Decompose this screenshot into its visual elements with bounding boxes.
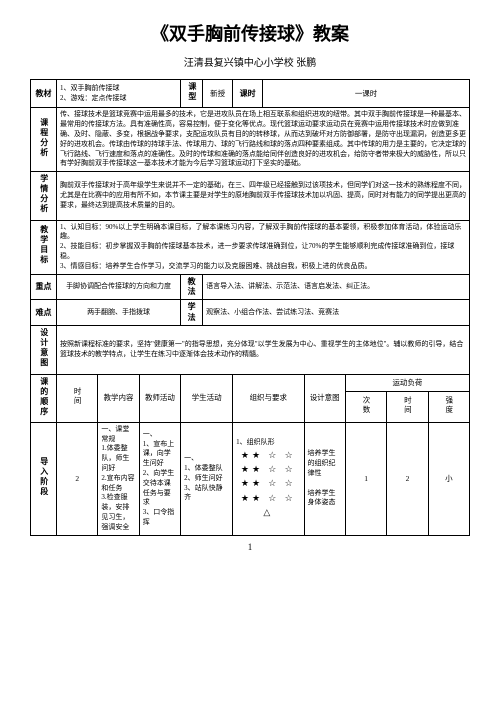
difficulty-row: 难点 两手翻腕、手指拨球 学法 观察法、小组合作法、尝试练习法、竞赛法 [31, 300, 470, 326]
method-content: 语言导入法、讲解法、示范法、语言启发法、纠正法。 [203, 274, 470, 300]
material-label: 教材 [31, 80, 57, 108]
focus-row: 重点 手脚协调配合传接球的方向和力度 教法 语言导入法、讲解法、示范法、语言启发… [31, 274, 470, 300]
design-content: 按照新课程标准的要求，坚持"健康第一"的指导思想，充分体现"以学生发展为中心、重… [57, 326, 470, 374]
page-title: 《双手胸前传接球》教案 [30, 20, 470, 46]
header-count: 次数 [345, 391, 386, 422]
header-time: 时间 [57, 374, 98, 422]
header-load: 运动负荷 [345, 374, 469, 391]
difficulty-label: 难点 [31, 300, 57, 326]
study-method-label: 学法 [181, 300, 203, 326]
header-content: 教学内容 [98, 374, 139, 422]
phase-header-row: 课的顺序 时间 教学内容 教师活动 学生活动 组织与要求 设计意图 运动负荷 [31, 374, 470, 391]
header-intensity: 强度 [428, 391, 469, 422]
phase1-intensity: 小 [428, 422, 469, 535]
analysis2-content: 胸前双手传接球对于高年级学生来说并不一定的基础，在三、四年级已经接触到过该项技术… [57, 172, 470, 220]
phase1-intention: 培养学生的组织纪律性 培养学生身体姿态 [304, 422, 345, 535]
phase1-org: 1、组织队形 ★★ ☆ ☆ ★★ ☆ ☆ ★★ ☆ ☆ ★★ ☆ ☆ △ [233, 422, 304, 535]
focus-label: 重点 [31, 274, 57, 300]
material-row: 教材 1、双手胸前传接球 2、游戏：定点传接球 课型 新授 课时 一课时 [31, 80, 470, 108]
period-label: 课时 [233, 80, 263, 108]
header-student: 学生活动 [181, 374, 233, 422]
header-org: 组织与要求 [233, 374, 304, 422]
phase1-name: 导入阶段 [31, 422, 57, 535]
header-seq: 课的顺序 [31, 374, 57, 422]
goals-content: 1、认知目标：90%以上学生明确本课目标，了解本课练习内容，了解双手胸前传接球的… [57, 220, 470, 274]
header-duration: 时间 [387, 391, 428, 422]
phase1-teacher: 一、 1、宣布上课，向学生问好 2、向学生交待本课任务与要求 3、口令指挥 [139, 422, 180, 535]
stars-diagram: ★★ ☆ ☆ ★★ ☆ ☆ ★★ ☆ ☆ ★★ ☆ ☆ △ [236, 448, 300, 520]
type-value: 新授 [203, 80, 233, 108]
type-label: 课型 [181, 80, 203, 108]
design-label: 设计意图 [31, 326, 57, 374]
focus-content: 手脚协调配合传接球的方向和力度 [57, 274, 181, 300]
period-value: 一课时 [263, 80, 470, 108]
analysis2-row: 学情分析 胸前双手传接球对于高年级学生来说并不一定的基础，在三、四年级已经接触到… [31, 172, 470, 220]
header-intention: 设计意图 [304, 374, 345, 422]
phase1-time: 2 [57, 422, 98, 535]
goals-label: 教学目标 [31, 220, 57, 274]
phase1-row: 导入阶段 2 一、课堂常规 1.体委整队，师生问好 2.宣布内容和任务 3.检查… [31, 422, 470, 535]
phase1-count: 1 [345, 422, 386, 535]
analysis1-label: 课程分析 [31, 108, 57, 172]
phase1-content: 一、课堂常规 1.体委整队，师生问好 2.宣布内容和任务 3.检查服装，安排见习… [98, 422, 139, 535]
material-content: 1、双手胸前传接球 2、游戏：定点传接球 [57, 80, 181, 108]
analysis2-label: 学情分析 [31, 172, 57, 220]
design-row: 设计意图 按照新课程标准的要求，坚持"健康第一"的指导思想，充分体现"以学生发展… [31, 326, 470, 374]
goals-row: 教学目标 1、认知目标：90%以上学生明确本课目标，了解本课练习内容，了解双手胸… [31, 220, 470, 274]
difficulty-content: 两手翻腕、手指拨球 [57, 300, 181, 326]
study-method-content: 观察法、小组合作法、尝试练习法、竞赛法 [203, 300, 470, 326]
method-label: 教法 [181, 274, 203, 300]
phase1-student: 一、 1、体委整队 2、师生问好 3、站队快静齐 [181, 422, 233, 535]
analysis1-row: 课程分析 传、接球技术是篮球竞赛中运用最多的技术，它是进攻队员在场上相互联系和组… [31, 108, 470, 172]
phase1-duration: 2 [387, 422, 428, 535]
analysis1-content: 传、接球技术是篮球竞赛中运用最多的技术，它是进攻队员在场上相互联系和组织进攻的纽… [57, 108, 470, 172]
org-text: 1、组织队形 [236, 438, 300, 448]
header-teacher: 教师活动 [139, 374, 180, 422]
page-number: 1 [30, 542, 470, 552]
page-subtitle: 汪清县复兴镇中心小学校 张鹏 [30, 54, 470, 69]
lesson-table: 教材 1、双手胸前传接球 2、游戏：定点传接球 课型 新授 课时 一课时 课程分… [30, 79, 470, 536]
